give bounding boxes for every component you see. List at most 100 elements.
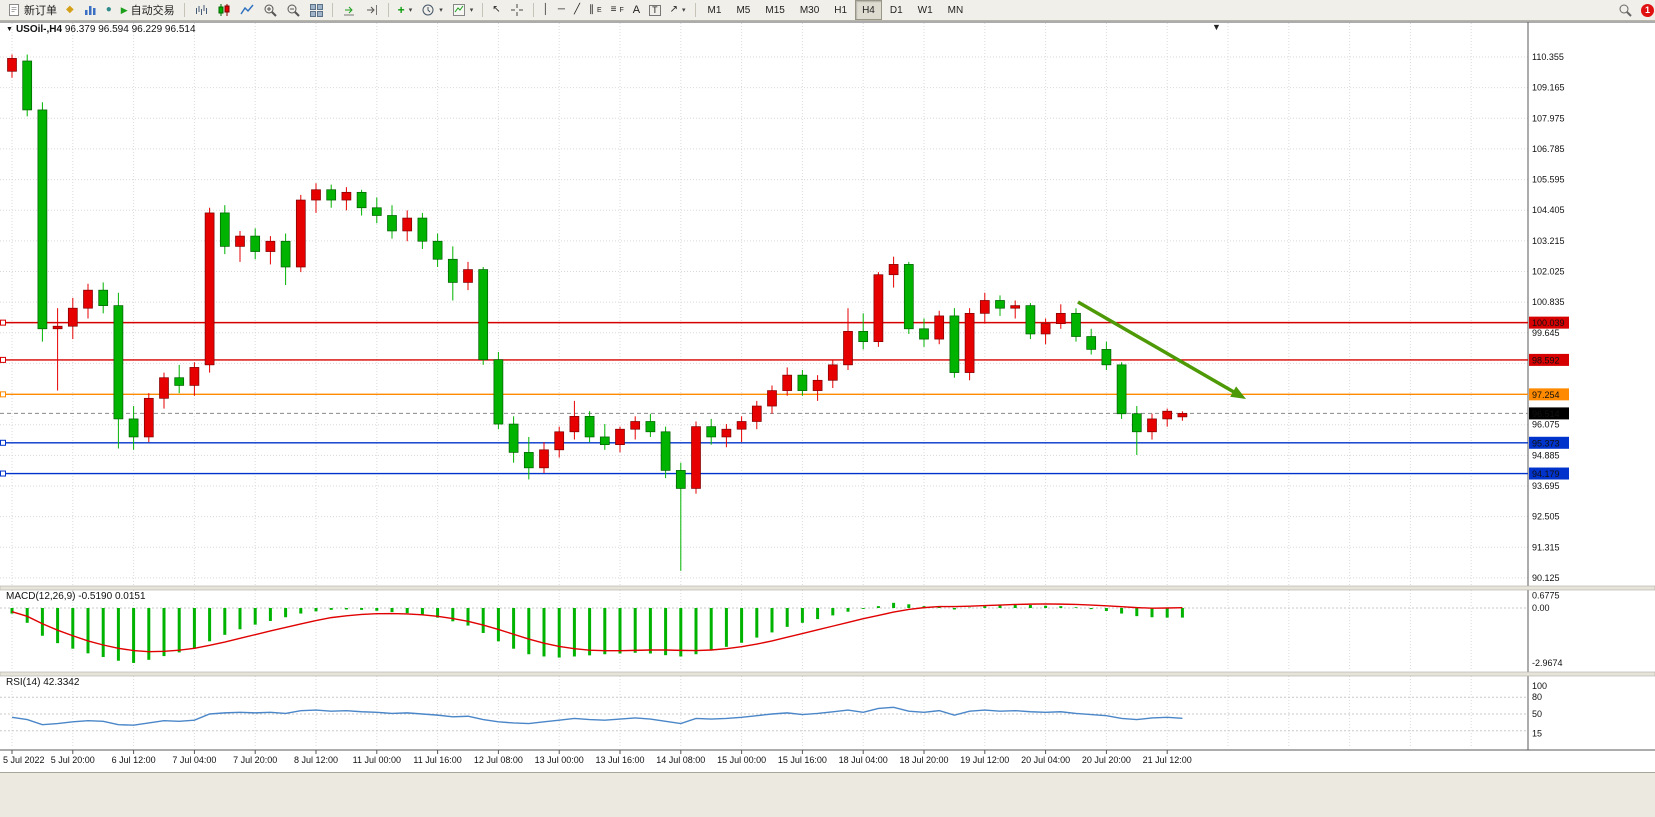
candle [584,415,595,438]
price-tag [1529,467,1569,480]
vertical-line-button[interactable]: │ [539,1,553,20]
timeframe-h4[interactable]: H4 [855,0,882,20]
hline-handle[interactable] [0,470,6,477]
timeframe-d1[interactable]: D1 [889,4,903,16]
tile-windows-icon [309,4,323,17]
new-order-button[interactable]: 新订单 [3,1,61,20]
macd-axis-label: 0.00 [1532,603,1550,613]
horizontal-line-button[interactable]: ─ [554,1,569,20]
candle [83,289,93,309]
timeframe-mn[interactable]: MN [947,4,964,16]
bar-chart-button[interactable] [190,1,212,20]
templates-button[interactable]: ▾ [448,1,478,20]
price-tag [1529,388,1569,401]
candle [1010,305,1021,309]
hline-handle[interactable] [0,319,6,326]
chart-shift-button[interactable] [361,1,383,20]
zoom-in-button[interactable] [259,1,281,20]
cursor-button[interactable]: ↖ [488,1,504,20]
grid-layer [0,23,1528,748]
candle [311,189,321,201]
tile-windows-button[interactable] [305,1,327,20]
arrows-icon: ↗ [669,4,679,15]
panel-divider[interactable] [0,671,1655,677]
zoom-out-button[interactable] [282,1,304,20]
candle [645,421,656,433]
periods-clock-icon [422,4,434,16]
fibonacci-button[interactable]: ≡ F [607,1,628,20]
notification-badge[interactable]: 1 [1641,3,1654,17]
time-axis-label: 20 Jul 04:00 [1021,755,1070,765]
trend-arrow-head[interactable] [1230,386,1246,399]
text-label-button[interactable]: T [645,1,665,20]
candle [98,289,109,306]
indicators-button[interactable]: + ▾ [394,1,417,20]
hline-handle[interactable] [0,356,6,363]
candle [493,359,504,425]
trend-arrow[interactable] [1077,300,1239,396]
timefram-m5[interactable]: M5 [736,4,751,16]
candle [508,423,519,453]
fibonacci-icon: ≡ [610,4,617,15]
chevron-down-icon: ▾ [469,7,474,14]
candle [979,300,990,314]
equidistant-channel-icon: ∥ [589,4,594,15]
time-axis-label: 7 Jul 04:00 [172,755,216,765]
candle [1116,364,1127,415]
community-button[interactable]: ● [102,1,116,20]
crosshair-icon [510,4,523,16]
equidistant-channel-button[interactable]: ∥ E [585,1,606,20]
candle [721,428,732,438]
macd-axis-label: 0.6775 [1532,590,1560,600]
panel-divider[interactable] [0,585,1655,591]
metaeditor-button[interactable]: ◆ [62,1,78,20]
text-button[interactable]: A [629,1,644,20]
data-window-button[interactable] [79,1,101,20]
line-chart-button[interactable] [236,1,258,20]
candle [219,212,230,247]
overlay-objects-layer[interactable] [1077,300,1246,399]
candle [1177,413,1188,418]
arrows-button[interactable]: ↗ ▾ [666,1,690,20]
zoom-in-icon [264,4,277,17]
trendline-button[interactable]: ╱ [570,1,584,20]
hline-handle[interactable] [0,391,6,398]
rsi-axis-label: 80 [1532,692,1542,702]
search-button[interactable] [1614,1,1636,20]
hline-handle[interactable] [0,439,6,446]
price-tag [1529,436,1569,449]
candle [1040,323,1051,335]
timeframe-m30[interactable]: M30 [799,4,820,16]
price-tag-label: 96.514 [1532,409,1560,419]
candle [387,215,397,232]
price-axis-label: 103.215 [1532,236,1565,246]
candle [934,315,945,340]
candle [174,377,185,386]
auto-scroll-icon [343,6,354,16]
crosshair-button[interactable] [506,1,528,20]
chart-shift-icon [366,5,377,15]
zoom-out-icon [287,4,300,17]
candle [189,367,200,386]
price-tag [1529,316,1569,329]
hline-layer[interactable] [0,319,1528,477]
price-tag-label: 100.039 [1532,318,1565,328]
candlestick-chart-button[interactable] [213,1,235,20]
timeframe-w1[interactable]: W1 [917,4,933,16]
chart-title: ▼ USOil-,H4 96.379 96.594 96.229 96.514 [6,24,196,35]
candle [52,325,63,330]
price-axis-label: 91.315 [1532,542,1560,552]
timeframe-h1[interactable]: H1 [834,4,848,16]
auto-trading-button[interactable]: ▶ 自动交易 [117,1,179,20]
periods-button[interactable]: ▾ [417,1,447,20]
price-axis-label: 100.835 [1532,297,1565,307]
timeframe-m1[interactable]: M1 [707,4,722,16]
timeframe-m15[interactable]: M15 [765,4,785,16]
price-axis-label: 105.595 [1532,175,1565,185]
chart-ohlc-values: 96.379 96.594 96.229 96.514 [64,24,196,35]
chart-shift-marker[interactable]: ▼ [1212,22,1221,32]
auto-scroll-button[interactable] [338,1,360,20]
chevron-down-icon: ▾ [439,7,443,14]
